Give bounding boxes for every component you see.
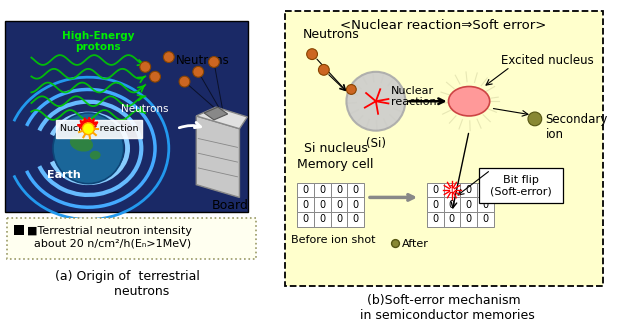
Circle shape: [392, 240, 399, 247]
Text: 0: 0: [353, 185, 359, 195]
Text: Before ion shot: Before ion shot: [291, 234, 376, 244]
Text: Board: Board: [212, 199, 249, 212]
FancyBboxPatch shape: [479, 168, 564, 203]
Bar: [314, 183, 330, 197]
Ellipse shape: [448, 87, 490, 116]
Text: 0: 0: [303, 214, 309, 224]
Text: Neutrons: Neutrons: [122, 104, 169, 114]
Bar: [477, 183, 494, 197]
Bar: [330, 197, 347, 212]
Circle shape: [82, 123, 94, 135]
Text: Neutrons: Neutrons: [303, 28, 359, 41]
Circle shape: [164, 52, 174, 63]
Text: 0: 0: [319, 200, 326, 210]
Text: Earth: Earth: [47, 170, 81, 180]
Circle shape: [53, 113, 123, 184]
Circle shape: [179, 76, 190, 87]
Text: (b)Soft-error mechanism
  in semiconductor memories: (b)Soft-error mechanism in semiconductor…: [352, 294, 535, 322]
Bar: [298, 183, 314, 197]
Text: ■Terrestrial neutron intensity: ■Terrestrial neutron intensity: [27, 226, 192, 236]
Bar: [460, 197, 477, 212]
Text: Bit flip
(Soft-error): Bit flip (Soft-error): [490, 175, 552, 196]
Text: 0: 0: [432, 214, 438, 224]
Bar: [314, 197, 330, 212]
Circle shape: [347, 85, 356, 94]
Text: about 20 n/cm²/h(Eₙ>1MeV): about 20 n/cm²/h(Eₙ>1MeV): [27, 239, 192, 249]
Text: Si nucleus: Si nucleus: [304, 142, 368, 155]
Text: Excited nucleus: Excited nucleus: [500, 54, 593, 67]
Text: 0: 0: [319, 214, 326, 224]
Polygon shape: [204, 107, 228, 120]
Bar: [298, 212, 314, 227]
Text: 0: 0: [319, 185, 326, 195]
Text: Memory cell: Memory cell: [298, 158, 374, 171]
Text: High-Energy
protons: High-Energy protons: [62, 31, 135, 52]
Bar: [460, 183, 477, 197]
Bar: [477, 212, 494, 227]
Text: Neutrons: Neutrons: [176, 54, 230, 67]
Text: (Si): (Si): [366, 137, 386, 150]
Circle shape: [193, 66, 203, 77]
Bar: [347, 197, 364, 212]
Text: 0: 0: [432, 200, 438, 210]
Circle shape: [307, 49, 317, 60]
Text: (a) Origin of  terrestrial
       neutrons: (a) Origin of terrestrial neutrons: [55, 270, 200, 298]
Text: 1: 1: [449, 185, 455, 195]
Text: 0: 0: [466, 214, 472, 224]
Bar: [14, 225, 24, 235]
Bar: [314, 212, 330, 227]
Polygon shape: [197, 116, 239, 197]
Ellipse shape: [90, 151, 100, 160]
Text: 0: 0: [336, 214, 342, 224]
Text: 0: 0: [466, 185, 472, 195]
Bar: [330, 212, 347, 227]
Text: 0: 0: [303, 200, 309, 210]
Circle shape: [208, 57, 219, 67]
Bar: [330, 183, 347, 197]
FancyBboxPatch shape: [56, 120, 143, 138]
Text: 0: 0: [432, 185, 438, 195]
Bar: [5, 21, 248, 212]
Bar: [460, 212, 477, 227]
Bar: [477, 197, 494, 212]
Text: 0: 0: [353, 214, 359, 224]
Text: 0: 0: [482, 200, 489, 210]
Bar: [347, 183, 364, 197]
FancyBboxPatch shape: [7, 218, 256, 259]
Bar: [427, 197, 443, 212]
Circle shape: [528, 112, 542, 126]
Circle shape: [319, 65, 329, 75]
Text: 0: 0: [482, 185, 489, 195]
Text: Secondary
ion: Secondary ion: [546, 113, 608, 141]
Text: 0: 0: [303, 185, 309, 195]
Text: 0: 0: [482, 214, 489, 224]
Bar: [347, 212, 364, 227]
Text: 0: 0: [449, 200, 455, 210]
Bar: [427, 183, 443, 197]
Text: 0: 0: [466, 200, 472, 210]
Circle shape: [149, 71, 161, 82]
Bar: [427, 212, 443, 227]
Text: Nuclear reaction: Nuclear reaction: [60, 124, 138, 133]
Bar: [443, 212, 460, 227]
Text: 0: 0: [449, 214, 455, 224]
Circle shape: [347, 72, 405, 131]
Bar: [443, 197, 460, 212]
Ellipse shape: [70, 135, 93, 152]
Circle shape: [140, 62, 151, 72]
Text: After: After: [402, 238, 429, 248]
Polygon shape: [197, 107, 247, 129]
Text: Nuclear
reaction: Nuclear reaction: [391, 86, 436, 107]
Text: 0: 0: [353, 200, 359, 210]
FancyBboxPatch shape: [285, 11, 603, 286]
Bar: [298, 197, 314, 212]
Bar: [443, 183, 460, 197]
Text: 0: 0: [336, 185, 342, 195]
Text: <Nuclear reaction⇒Soft error>: <Nuclear reaction⇒Soft error>: [340, 19, 547, 32]
Text: 0: 0: [336, 200, 342, 210]
